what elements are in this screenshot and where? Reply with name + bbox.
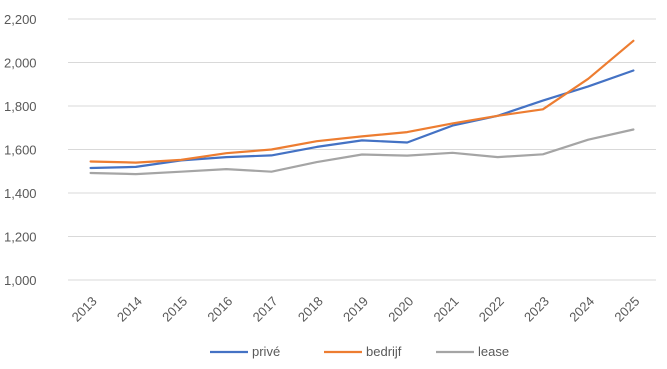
legend-label: privé	[252, 344, 280, 359]
x-tick-label: 2024	[566, 294, 597, 325]
x-tick-label: 2013	[69, 294, 100, 325]
series-line-0	[89, 69, 635, 170]
y-tick-label: 1,400	[4, 186, 37, 201]
legend-label: bedrijf	[366, 344, 402, 359]
y-tick-label: 2,000	[4, 56, 37, 71]
series-lines	[89, 39, 635, 176]
y-tick-label: 2,200	[4, 12, 37, 27]
x-tick-label: 2022	[476, 294, 507, 325]
x-tick-label: 2018	[295, 294, 326, 325]
x-tick-label: 2017	[250, 294, 281, 325]
x-tick-label: 2014	[114, 294, 145, 325]
x-tick-label: 2025	[611, 294, 642, 325]
x-tick-label: 2016	[204, 294, 235, 325]
x-tick-label: 2015	[159, 294, 190, 325]
gridlines	[68, 18, 656, 281]
y-axis-ticks: 1,000 1,200 1,400 1,600 1,800 2,000 2,200	[4, 12, 37, 288]
legend: privé bedrijf lease	[210, 344, 509, 359]
y-tick-label: 1,800	[4, 99, 37, 114]
legend-label: lease	[478, 344, 509, 359]
y-tick-label: 1,000	[4, 273, 37, 288]
series-line-1	[89, 39, 635, 164]
x-tick-label: 2021	[431, 294, 462, 325]
x-tick-label: 2020	[385, 294, 416, 325]
x-tick-label: 2019	[340, 294, 371, 325]
x-axis-ticks: 2013 2014 2015 2016 2017 2018 2019 2020 2021 2022…	[69, 294, 643, 325]
y-tick-label: 1,600	[4, 143, 37, 158]
y-tick-label: 1,200	[4, 230, 37, 245]
x-tick-label: 2023	[521, 294, 552, 325]
